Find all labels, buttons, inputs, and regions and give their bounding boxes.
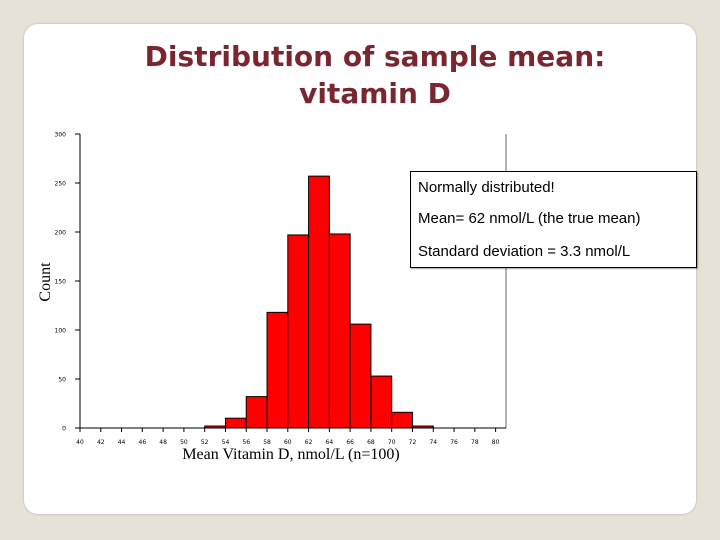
x-tick-label: 78 <box>471 439 479 446</box>
annotation-line-2: Mean= 62 nmol/L (the true mean) <box>418 210 641 227</box>
x-tick-label: 76 <box>450 439 458 446</box>
title-line-1: Distribution of sample mean: <box>144 40 606 73</box>
histogram-bar <box>411 425 434 429</box>
x-tick-label: 46 <box>139 439 147 446</box>
y-tick-label: 150 <box>55 279 67 286</box>
y-tick-label: 300 <box>55 132 67 139</box>
y-axis-label: Count <box>37 262 54 302</box>
slide-panel <box>24 24 696 514</box>
x-tick-label: 44 <box>118 439 126 446</box>
histogram-bar <box>349 323 372 429</box>
annotation-line-1: Normally distributed! <box>418 179 555 196</box>
x-tick-label: 58 <box>263 439 271 446</box>
histogram-bar <box>204 425 226 429</box>
x-tick-label: 40 <box>76 439 84 446</box>
y-tick-label: 50 <box>58 377 66 384</box>
annotation-box: Normally distributed! Mean= 62 nmol/L (t… <box>410 171 697 268</box>
x-tick-label: 62 <box>305 439 313 446</box>
histogram-bar <box>328 233 351 429</box>
title-line-2: vitamin D <box>299 77 451 110</box>
y-tick-label: 100 <box>55 328 67 335</box>
x-tick-label: 72 <box>409 439 417 446</box>
annotation-line-3: Standard deviation = 3.3 nmol/L <box>418 243 631 260</box>
x-tick-label: 52 <box>201 439 209 446</box>
x-tick-label: 42 <box>97 439 105 446</box>
x-tick-label: 70 <box>388 439 396 446</box>
histogram-bar <box>370 375 393 429</box>
x-tick-label: 68 <box>367 439 375 446</box>
x-axis-label: Mean Vitamin D, nmol/L (n=100) <box>182 446 399 463</box>
x-tick-label: 80 <box>492 439 500 446</box>
x-tick-label: 64 <box>326 439 334 446</box>
page-title: Distribution of sample mean: vitamin D <box>0 38 720 112</box>
histogram-bar <box>245 396 268 429</box>
histogram-bar <box>266 311 289 429</box>
x-tick-label: 66 <box>346 439 354 446</box>
x-tick-label: 74 <box>429 439 437 446</box>
y-tick-label: 250 <box>55 181 67 188</box>
histogram-bar <box>308 175 330 429</box>
x-tick-label: 54 <box>222 439 230 446</box>
x-tick-label: 48 <box>159 439 167 446</box>
x-tick-label: 56 <box>242 439 250 446</box>
x-tick-label: 60 <box>284 439 292 446</box>
histogram-bar <box>224 417 247 429</box>
y-tick-label: 200 <box>55 230 67 237</box>
x-tick-label: 50 <box>180 439 188 446</box>
histogram-bar <box>287 234 310 429</box>
y-tick-label: 0 <box>62 426 66 433</box>
histogram-bar <box>391 411 413 429</box>
